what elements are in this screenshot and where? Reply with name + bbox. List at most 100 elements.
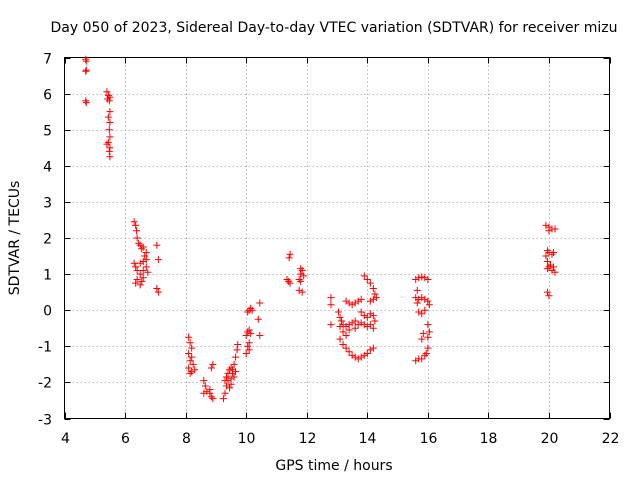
data-point	[366, 321, 374, 329]
data-point	[154, 288, 162, 296]
data-point	[153, 285, 161, 293]
data-point	[105, 126, 113, 134]
data-point	[185, 350, 193, 358]
data-point	[244, 328, 252, 336]
data-point	[188, 344, 196, 352]
data-point	[104, 113, 112, 121]
data-point	[106, 153, 114, 161]
data-point	[366, 310, 374, 318]
data-point	[342, 322, 350, 330]
data-point	[141, 252, 149, 260]
data-point	[200, 377, 208, 385]
y-tick-label: 4	[43, 160, 52, 176]
data-points	[82, 55, 559, 403]
data-point	[543, 288, 551, 296]
y-tick-label: 0	[43, 304, 52, 320]
data-point	[413, 299, 421, 307]
data-point	[357, 353, 365, 361]
data-point	[354, 355, 362, 363]
data-point	[186, 339, 194, 347]
data-point	[345, 348, 353, 356]
data-point	[104, 91, 112, 99]
data-point	[369, 285, 377, 293]
data-point	[242, 350, 250, 358]
data-point	[415, 308, 423, 316]
data-point	[144, 268, 152, 276]
data-point	[245, 346, 253, 354]
data-point	[342, 344, 350, 352]
data-point	[424, 333, 432, 341]
data-point	[342, 331, 350, 339]
x-tick-label: 4	[61, 431, 70, 447]
data-point	[219, 395, 227, 403]
data-point	[371, 317, 379, 325]
data-point	[418, 335, 426, 343]
data-point	[191, 366, 199, 374]
data-point	[201, 382, 209, 390]
data-point	[348, 301, 356, 309]
chart-title: Day 050 of 2023, Sidereal Day-to-day VTE…	[51, 20, 618, 36]
data-point	[545, 292, 553, 300]
data-point	[543, 265, 551, 273]
data-point	[136, 259, 144, 267]
data-point	[327, 294, 335, 302]
y-tick-label: -2	[38, 376, 52, 392]
data-point	[139, 274, 147, 282]
data-point	[424, 276, 432, 284]
data-point	[285, 277, 293, 285]
data-point	[153, 241, 161, 249]
data-point	[371, 290, 379, 298]
data-point	[295, 286, 303, 294]
data-point	[188, 368, 196, 376]
data-point	[348, 351, 356, 359]
data-point	[363, 276, 371, 284]
data-point	[412, 357, 420, 365]
data-point	[424, 344, 432, 352]
data-point	[230, 373, 238, 381]
data-point	[363, 313, 371, 321]
data-point	[366, 297, 374, 305]
data-point	[351, 353, 359, 361]
data-point	[135, 239, 143, 247]
y-tick-label: 1	[43, 268, 52, 284]
data-point	[248, 306, 256, 314]
plot-frame	[64, 57, 610, 419]
data-point	[207, 364, 215, 372]
data-point	[138, 277, 146, 285]
data-point	[546, 261, 554, 269]
data-point	[106, 133, 114, 141]
data-point	[245, 339, 253, 347]
data-point	[222, 373, 230, 381]
data-point	[415, 274, 423, 282]
data-point	[206, 386, 214, 394]
data-point	[82, 67, 90, 75]
data-point	[360, 272, 368, 280]
data-point	[418, 294, 426, 302]
data-point	[154, 256, 162, 264]
data-point	[357, 308, 365, 316]
data-point	[185, 333, 193, 341]
data-point	[283, 276, 291, 284]
data-point	[221, 389, 229, 397]
data-point	[244, 342, 252, 350]
data-point	[345, 326, 353, 334]
data-point	[186, 369, 194, 377]
data-point	[227, 380, 235, 388]
data-point	[548, 266, 556, 274]
data-point	[345, 299, 353, 307]
data-point	[233, 346, 241, 354]
data-point	[369, 344, 377, 352]
y-tick-label: 2	[43, 232, 52, 248]
data-point	[418, 273, 426, 281]
data-point	[142, 248, 150, 256]
data-point	[415, 295, 423, 303]
data-point	[105, 147, 113, 155]
data-point	[254, 315, 262, 323]
y-tick-label: 3	[43, 196, 52, 212]
x-tick-label: 22	[602, 431, 620, 447]
data-point	[369, 295, 377, 303]
data-point	[286, 279, 294, 287]
data-point	[247, 330, 255, 338]
data-point	[103, 88, 111, 96]
data-point	[188, 353, 196, 361]
